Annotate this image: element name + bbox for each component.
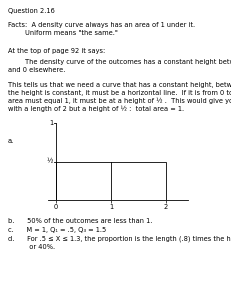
Text: with a length of 2 but a height of ½ :  total area = 1.: with a length of 2 but a height of ½ : t…: [8, 106, 184, 112]
Text: b.      50% of the outcomes are less than 1.: b. 50% of the outcomes are less than 1.: [8, 218, 152, 224]
Text: or 40%.: or 40%.: [8, 244, 55, 250]
Text: and 0 elsewhere.: and 0 elsewhere.: [8, 67, 65, 73]
Text: At the top of page 92 it says:: At the top of page 92 it says:: [8, 48, 105, 54]
Text: This tells us that we need a curve that has a constant height, between 0 and 2. : This tells us that we need a curve that …: [8, 82, 231, 88]
Text: c.      M = 1, Q₁ = .5, Q₃ = 1.5: c. M = 1, Q₁ = .5, Q₃ = 1.5: [8, 227, 106, 233]
Text: Question 2.16: Question 2.16: [8, 8, 55, 14]
Text: d.      For .5 ≤ X ≤ 1.3, the proportion is the length (.8) times the height (.5: d. For .5 ≤ X ≤ 1.3, the proportion is t…: [8, 236, 231, 242]
Text: Uniform means "the same.": Uniform means "the same.": [8, 30, 118, 36]
Bar: [56, 162, 166, 200]
Text: the height is constant, it must be a horizontal line.  If it is from 0 to 2, but: the height is constant, it must be a hor…: [8, 90, 231, 96]
Text: a.: a.: [8, 138, 14, 144]
Text: 1: 1: [49, 120, 53, 126]
Text: area must equal 1, it must be at a height of ½ .  This would give you a rectangl: area must equal 1, it must be at a heigh…: [8, 98, 231, 104]
Text: ½: ½: [46, 159, 53, 165]
Text: The density curve of the outcomes has a constant height between 0 and 2: The density curve of the outcomes has a …: [8, 59, 231, 65]
Text: Facts:  A density curve always has an area of 1 under it.: Facts: A density curve always has an are…: [8, 22, 195, 28]
